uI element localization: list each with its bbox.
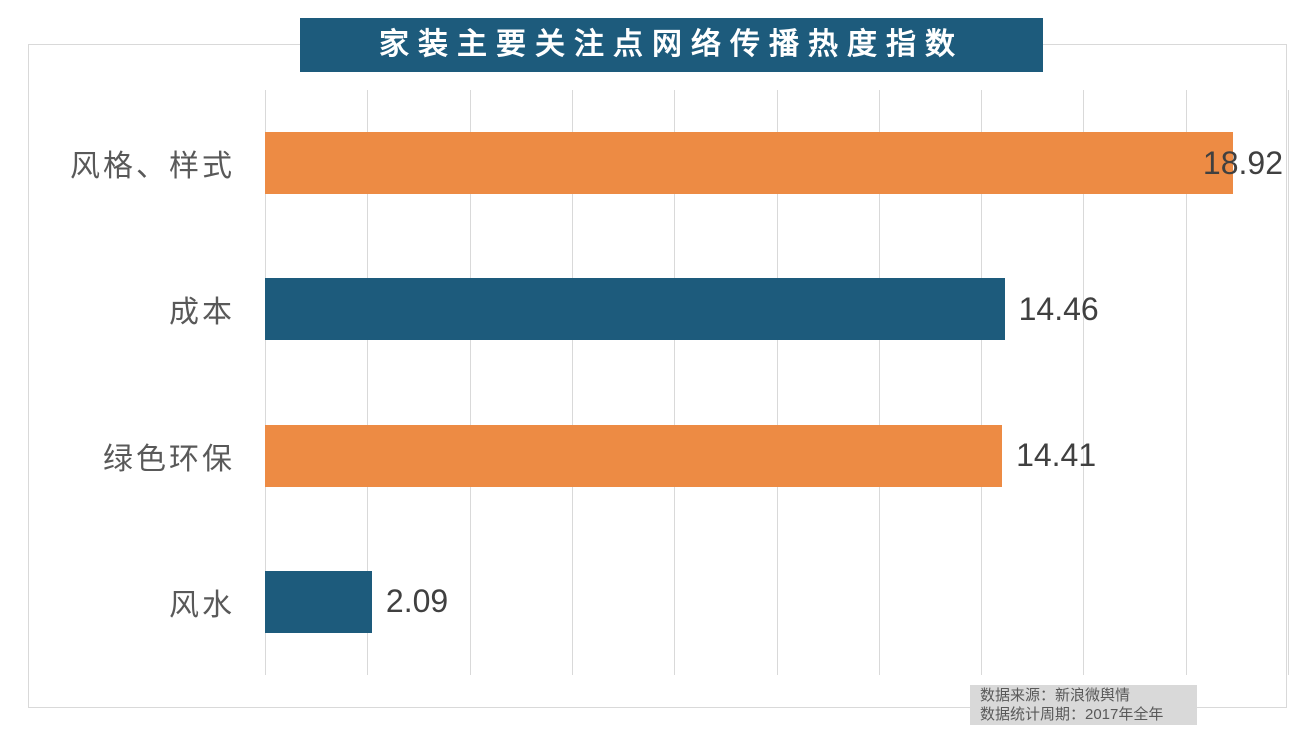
chart-title: 家装主要关注点网络传播热度指数 xyxy=(300,18,1043,72)
source-note: 数据来源：新浪微舆情 数据统计周期：2017年全年 xyxy=(970,685,1197,725)
category-label: 成本 xyxy=(169,296,235,330)
category-label: 风水 xyxy=(169,588,235,622)
bar xyxy=(265,424,1003,487)
gridline xyxy=(469,90,471,675)
bar-row: 18.92 xyxy=(265,90,1288,236)
gridline xyxy=(265,90,266,675)
gridline xyxy=(674,90,676,675)
gridline xyxy=(1185,90,1187,675)
gridline xyxy=(981,90,983,675)
bar-row: 2.09 xyxy=(265,529,1288,675)
gridline xyxy=(1288,90,1289,675)
category-row: 成本 xyxy=(0,236,235,382)
bar-row: 14.41 xyxy=(265,383,1288,529)
bar xyxy=(265,570,372,633)
gridline xyxy=(1083,90,1085,675)
gridline xyxy=(878,90,880,675)
category-label: 风格、样式 xyxy=(70,150,235,184)
value-label: 18.92 xyxy=(1202,144,1283,181)
plot-area: 18.92 14.46 14.41 2.09 xyxy=(265,90,1289,675)
category-label: 绿色环保 xyxy=(103,442,235,476)
category-row: 风格、样式 xyxy=(0,90,235,236)
source-note-line: 数据来源：新浪微舆情 xyxy=(980,687,1131,704)
bar xyxy=(265,132,1233,195)
value-label: 14.46 xyxy=(1018,290,1099,327)
gridline xyxy=(571,90,573,675)
category-row: 绿色环保 xyxy=(0,383,235,529)
bar xyxy=(265,278,1005,341)
bar-row: 14.46 xyxy=(265,236,1288,382)
gridline xyxy=(776,90,778,675)
source-note-line: 数据统计周期：2017年全年 xyxy=(980,706,1164,723)
value-label: 2.09 xyxy=(385,583,449,620)
category-row: 风水 xyxy=(0,529,235,675)
category-axis: 风格、样式成本绿色环保风水 xyxy=(0,90,235,675)
gridline xyxy=(367,90,369,675)
value-label: 14.41 xyxy=(1016,437,1097,474)
